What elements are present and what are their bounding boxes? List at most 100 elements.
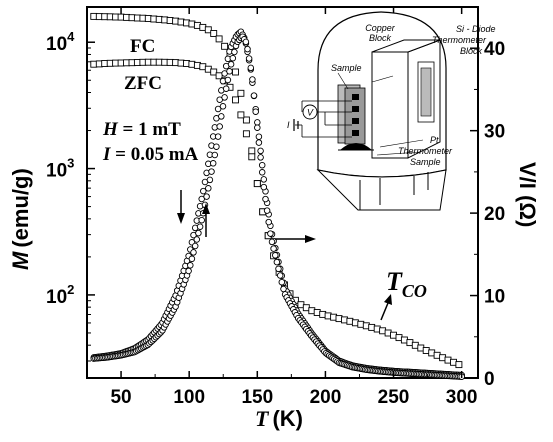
data-point: [216, 123, 223, 130]
data-point: [222, 85, 230, 92]
pt-thermometer: [338, 143, 374, 151]
voltmeter-label: V: [307, 108, 314, 118]
data-point: [258, 161, 266, 169]
data-point: [253, 180, 261, 188]
pt-thermometer-label: Pt Thermometer Sample: [398, 135, 453, 167]
data-point: [195, 229, 202, 237]
data-point: [219, 103, 227, 110]
data-point: [231, 48, 238, 56]
data-point: [232, 68, 239, 76]
current-label: I = 0.05 mA: [102, 144, 199, 165]
data-point: [255, 139, 263, 146]
x-tick-label: 200: [310, 387, 342, 408]
tco-label: TCO: [386, 267, 427, 301]
data-point: [214, 133, 222, 140]
data-point: [211, 151, 219, 159]
data-point: [258, 169, 266, 176]
x-tick-label: 250: [378, 387, 410, 408]
y-right-tick-label: 0: [484, 369, 495, 390]
data-point: [262, 195, 269, 203]
circuit-wires: [293, 72, 424, 156]
data-point: [227, 61, 235, 68]
plot-frame: [86, 6, 479, 379]
data-point: [213, 143, 220, 150]
data-point: [193, 236, 201, 243]
x-tick-label: 150: [241, 387, 273, 408]
voltmeter: [302, 104, 318, 120]
data-point: [237, 111, 245, 119]
series-v-i-warming: [90, 33, 465, 380]
data-point: [196, 223, 204, 230]
data-point: [221, 94, 228, 101]
x-axis-label: T (K): [255, 406, 303, 431]
data-point: [263, 207, 271, 214]
data-point: [237, 89, 245, 97]
data-point: [270, 245, 277, 252]
data-point: [265, 218, 272, 226]
data-point: [254, 124, 261, 131]
data-point: [260, 183, 268, 191]
data-point: [218, 113, 225, 120]
data-point: [188, 255, 196, 263]
data-point: [206, 176, 214, 184]
x-tick-label: 100: [173, 387, 205, 408]
data-point: [210, 30, 218, 37]
data-point: [257, 147, 264, 155]
y-right-axis-label: V/I (Ω): [515, 162, 540, 227]
sample-holder: [337, 84, 366, 145]
y-left-tick-label: 102: [46, 282, 74, 308]
data-point: [268, 238, 276, 246]
axis-ticks: 50 100 150 200 250 300 102 103 104 0 10 20 30 40: [46, 7, 505, 408]
y-left-axis-label: M(emu/g): [8, 168, 33, 270]
copper-block-label: Copper Block: [365, 23, 396, 43]
field-label: H = 1 mT: [102, 119, 181, 140]
thermometer-block: [417, 61, 435, 123]
data-point: [209, 160, 217, 167]
data-point: [250, 92, 258, 99]
data-point: [278, 278, 286, 286]
data-point: [244, 45, 251, 53]
data-point: [249, 76, 256, 83]
data-point: [245, 55, 253, 62]
data-point: [248, 153, 256, 161]
data-point: [273, 258, 281, 266]
si-diode-label: Si - Diode Thermometer Block: [432, 24, 496, 56]
data-point: [205, 185, 212, 192]
data-point: [204, 26, 212, 34]
data-point: [226, 68, 233, 75]
data-point: [248, 147, 256, 155]
data-point: [267, 230, 274, 237]
data-point: [203, 193, 210, 200]
data-point: [232, 96, 239, 104]
data-point: [242, 130, 250, 138]
data-marks: [90, 12, 465, 380]
fc-label: FC: [130, 36, 155, 57]
data-point: [242, 38, 250, 46]
data-point: [257, 154, 264, 161]
y-right-tick-label: 40: [484, 39, 505, 60]
cooling-arrow: [177, 190, 185, 224]
y-right-tick-label: 10: [484, 287, 505, 308]
inset-schematic: V I Sample Copper Block Si - Diode Thermom…: [287, 11, 496, 211]
data-point: [247, 64, 255, 72]
data-point: [221, 42, 229, 50]
right-axis-arrow: [275, 235, 316, 243]
warming-arrow: [202, 203, 210, 237]
data-point: [260, 176, 268, 183]
data-point: [272, 252, 279, 259]
data-point: [185, 267, 192, 275]
data-point: [214, 105, 222, 113]
data-point: [275, 265, 282, 273]
y-right-tick-label: 30: [484, 122, 505, 143]
data-point: [215, 35, 223, 43]
data-point: [252, 108, 259, 115]
data-point: [198, 216, 205, 224]
data-point: [229, 54, 237, 62]
tco-arrow: [380, 294, 392, 321]
y-right-tick-label: 20: [484, 204, 505, 225]
sample-label: Sample: [331, 63, 362, 73]
y-left-tick-label: 103: [46, 156, 74, 182]
data-point: [455, 361, 463, 369]
y-left-tick-label: 104: [46, 29, 75, 55]
